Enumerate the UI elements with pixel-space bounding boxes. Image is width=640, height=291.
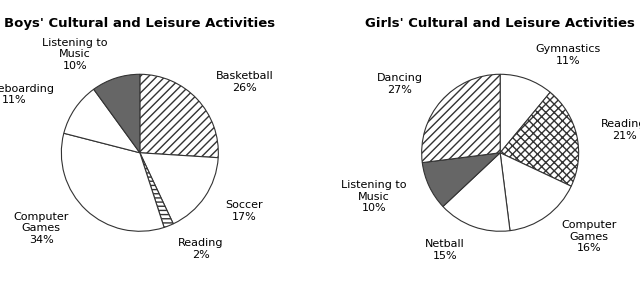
Text: Netball
15%: Netball 15%: [426, 239, 465, 261]
Wedge shape: [140, 74, 218, 158]
Text: Soccer
17%: Soccer 17%: [225, 200, 263, 222]
Wedge shape: [61, 133, 164, 231]
Wedge shape: [64, 89, 140, 153]
Text: Reading
2%: Reading 2%: [178, 238, 223, 260]
Wedge shape: [93, 74, 140, 153]
Wedge shape: [422, 153, 500, 207]
Text: Gymnastics
11%: Gymnastics 11%: [535, 45, 600, 66]
Wedge shape: [443, 153, 510, 231]
Wedge shape: [500, 74, 550, 153]
Text: Computer
Games
16%: Computer Games 16%: [561, 220, 616, 253]
Text: Basketball
26%: Basketball 26%: [216, 71, 273, 93]
Text: Dancing
27%: Dancing 27%: [376, 73, 422, 95]
Text: Listening to
Music
10%: Listening to Music 10%: [42, 38, 108, 71]
Text: Computer
Games
34%: Computer Games 34%: [13, 212, 69, 245]
Text: Skateboarding
11%: Skateboarding 11%: [0, 84, 54, 105]
Text: Listening to
Music
10%: Listening to Music 10%: [341, 180, 406, 214]
Wedge shape: [140, 153, 218, 224]
Wedge shape: [500, 92, 579, 186]
Title: Boys' Cultural and Leisure Activities: Boys' Cultural and Leisure Activities: [4, 17, 275, 30]
Wedge shape: [500, 153, 571, 231]
Text: Reading
21%: Reading 21%: [601, 119, 640, 141]
Title: Girls' Cultural and Leisure Activities: Girls' Cultural and Leisure Activities: [365, 17, 635, 30]
Wedge shape: [422, 74, 500, 163]
Wedge shape: [140, 153, 173, 228]
